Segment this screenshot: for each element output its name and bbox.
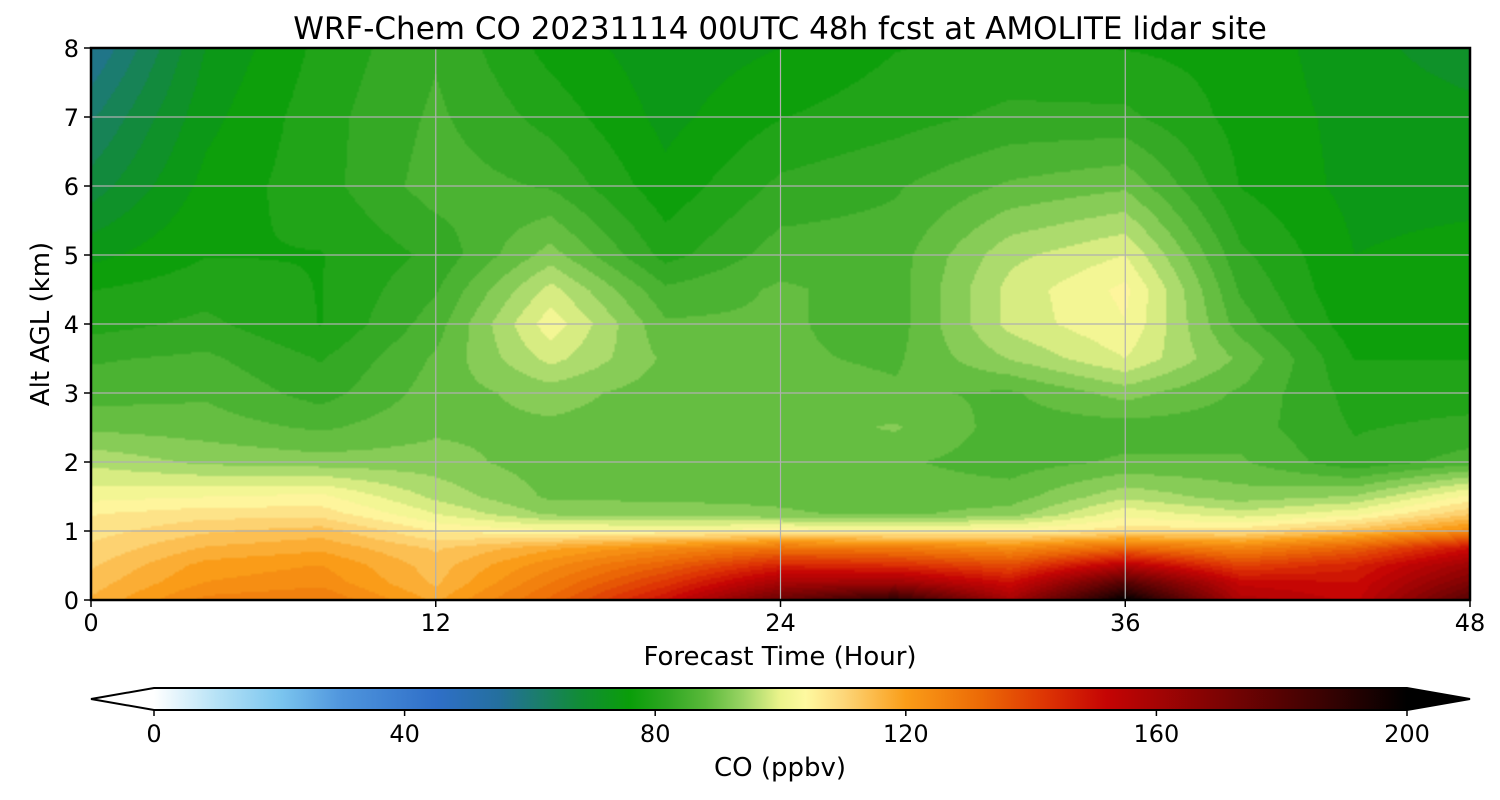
grid <box>91 48 1470 600</box>
colorbar-tick-label: 40 <box>389 720 420 748</box>
y-axis: 0 1 2 3 4 5 6 7 8 <box>64 35 91 615</box>
y-tick-label: 0 <box>64 587 79 615</box>
y-axis-label: Alt AGL (km) <box>26 242 56 406</box>
y-tick-label: 8 <box>64 35 79 63</box>
colorbar-under-arrow <box>91 688 154 710</box>
x-axis-label: Forecast Time (Hour) <box>643 642 916 672</box>
x-tick-label: 0 <box>83 609 98 637</box>
colorbar-gradient <box>154 688 1407 710</box>
colorbar-tick-label: 160 <box>1133 720 1179 748</box>
chart-title: WRF-Chem CO 20231114 00UTC 48h fcst at A… <box>293 11 1267 47</box>
colorbar-tick-label: 0 <box>146 720 161 748</box>
y-tick-label: 1 <box>64 518 79 546</box>
y-tick-label: 6 <box>64 173 79 201</box>
x-axis: 0 12 24 36 48 <box>83 600 1485 637</box>
y-tick-label: 5 <box>64 242 79 270</box>
colorbar-over-arrow <box>1407 688 1470 710</box>
colorbar-tick-label: 200 <box>1384 720 1430 748</box>
x-tick-label: 36 <box>1110 609 1141 637</box>
y-tick-label: 3 <box>64 380 79 408</box>
x-tick-label: 24 <box>765 609 796 637</box>
x-tick-label: 48 <box>1455 609 1486 637</box>
colorbar: 0 40 80 120 160 200 CO (ppbv) <box>90 687 1471 783</box>
y-tick-label: 7 <box>64 104 79 132</box>
y-tick-label: 4 <box>64 311 79 339</box>
x-tick-label: 12 <box>420 609 451 637</box>
colorbar-ticks: 0 40 80 120 160 200 <box>146 710 1430 748</box>
colorbar-tick-label: 80 <box>640 720 671 748</box>
y-tick-label: 2 <box>64 449 79 477</box>
colorbar-tick-label: 120 <box>883 720 929 748</box>
colorbar-label: CO (ppbv) <box>714 753 846 783</box>
